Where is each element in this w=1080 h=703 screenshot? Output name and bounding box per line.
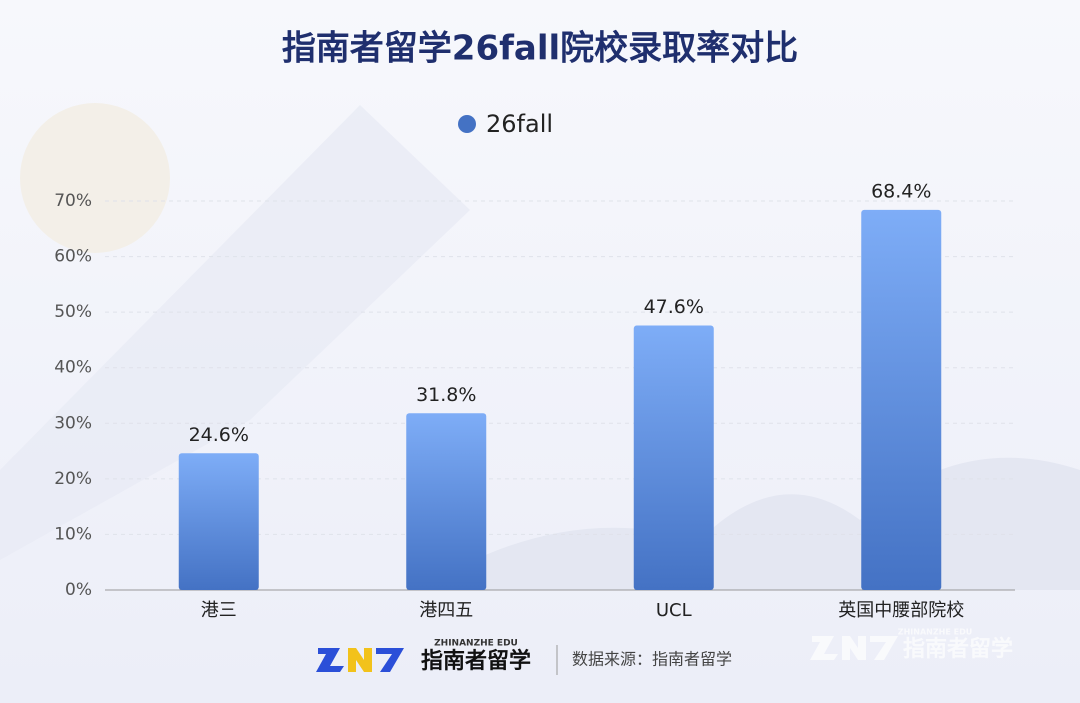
x-tick-label: 港四五 <box>419 600 473 621</box>
chart-title: 指南者留学26fall院校录取率对比 <box>282 29 798 69</box>
bar <box>633 325 714 590</box>
bar <box>178 453 259 590</box>
bar <box>861 209 942 591</box>
logo-subtitle: ZHINANZHE EDU <box>434 639 518 649</box>
y-tick-label: 40% <box>54 358 92 378</box>
decor-circle <box>20 103 170 253</box>
source-note: 数据来源：指南者留学 <box>572 650 732 669</box>
data-label: 68.4% <box>871 180 931 202</box>
watermark-name: 指南者留学 <box>903 636 1013 662</box>
watermark: ZHINANZHE EDU 指南者留学 <box>810 628 1013 662</box>
logo-mark <box>316 648 404 672</box>
data-label: 24.6% <box>189 424 249 446</box>
legend-swatch <box>458 115 476 133</box>
y-tick-label: 50% <box>54 302 92 322</box>
x-tick-label: 英国中腰部院校 <box>838 600 964 621</box>
decor-shape <box>0 105 470 560</box>
y-tick-label: 30% <box>54 413 92 433</box>
y-tick-label: 20% <box>54 469 92 489</box>
watermark-subtitle: ZHINANZHE EDU <box>898 628 972 637</box>
logo-name: 指南者留学 <box>421 648 531 674</box>
y-tick-label: 10% <box>54 524 92 544</box>
y-tick-label: 70% <box>54 191 92 211</box>
footer: ZHINANZHE EDU 指南者留学 数据来源：指南者留学 ZHINANZHE… <box>316 628 1013 675</box>
x-tick-label: UCL <box>656 600 692 621</box>
y-tick-label: 0% <box>65 580 92 600</box>
y-tick-label: 60% <box>54 247 92 267</box>
legend-label: 26fall <box>486 110 553 138</box>
data-label: 47.6% <box>644 296 704 318</box>
x-tick-label: 港三 <box>201 600 237 621</box>
data-label: 31.8% <box>416 384 476 406</box>
bar <box>406 413 487 590</box>
